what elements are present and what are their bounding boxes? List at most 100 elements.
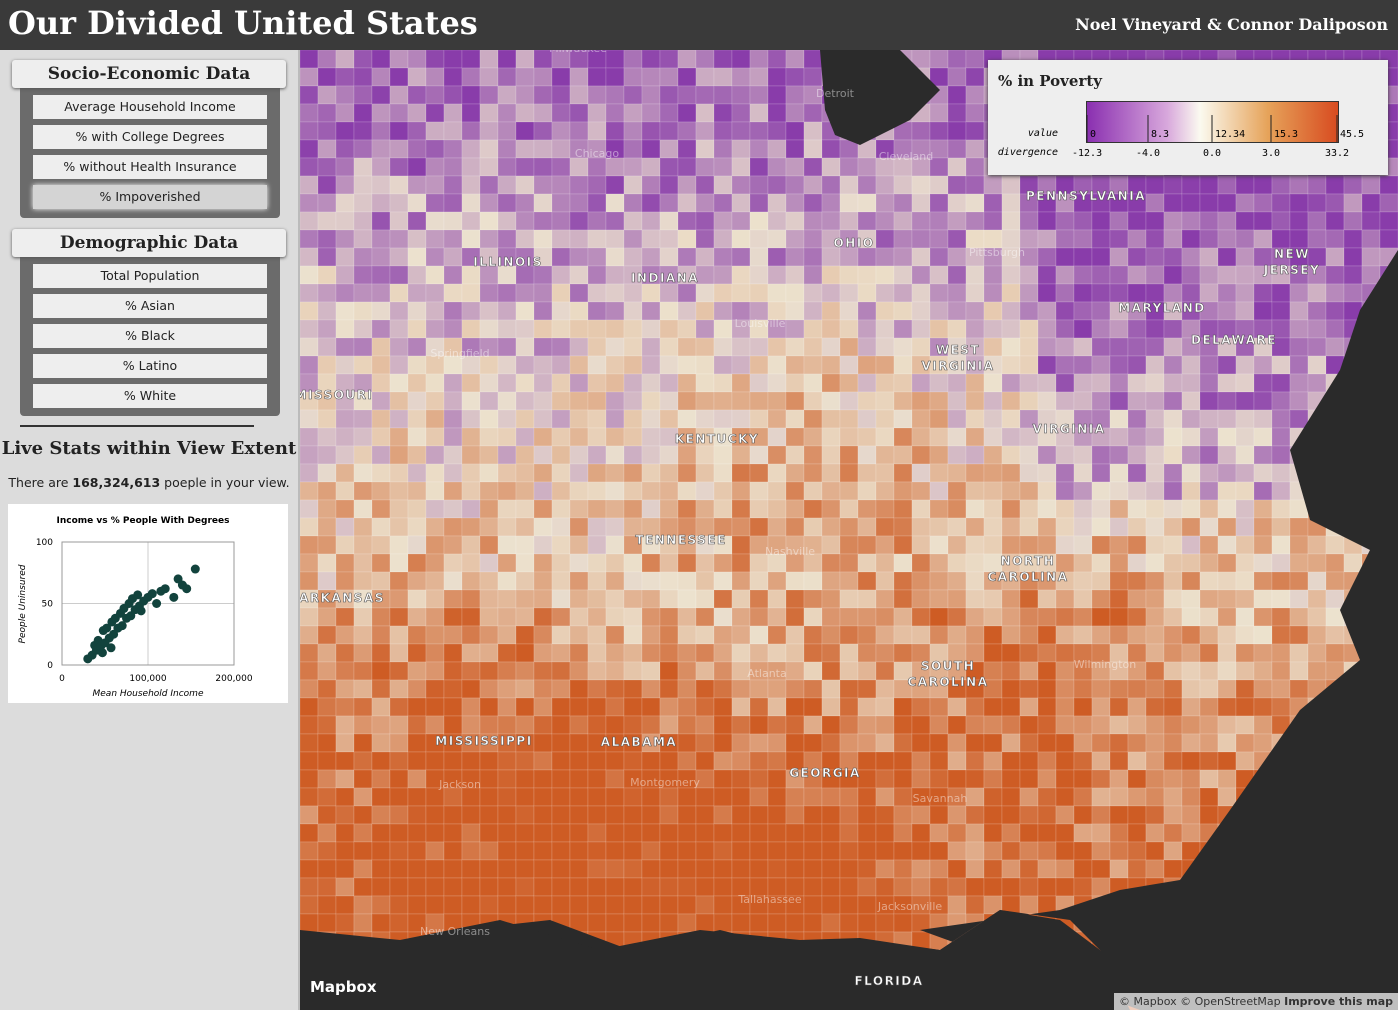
county[interactable] bbox=[533, 787, 553, 807]
county[interactable] bbox=[335, 715, 355, 735]
county[interactable] bbox=[929, 805, 949, 825]
county[interactable] bbox=[1073, 283, 1093, 303]
county[interactable] bbox=[965, 121, 985, 141]
county[interactable] bbox=[587, 589, 607, 609]
county[interactable] bbox=[1235, 211, 1255, 231]
county[interactable] bbox=[731, 283, 751, 303]
county[interactable] bbox=[515, 211, 535, 231]
county[interactable] bbox=[461, 805, 481, 825]
county[interactable] bbox=[947, 805, 967, 825]
county[interactable] bbox=[785, 193, 805, 213]
county[interactable] bbox=[1001, 427, 1021, 447]
county[interactable] bbox=[497, 499, 517, 519]
county[interactable] bbox=[569, 697, 589, 717]
county[interactable] bbox=[1253, 373, 1273, 393]
county[interactable] bbox=[461, 409, 481, 429]
county[interactable] bbox=[641, 211, 661, 231]
county[interactable] bbox=[749, 643, 769, 663]
county[interactable] bbox=[443, 319, 463, 339]
county[interactable] bbox=[1253, 211, 1273, 231]
county[interactable] bbox=[569, 859, 589, 879]
county[interactable] bbox=[839, 625, 859, 645]
county[interactable] bbox=[911, 301, 931, 321]
county[interactable] bbox=[1145, 769, 1165, 789]
county[interactable] bbox=[785, 481, 805, 501]
county[interactable] bbox=[983, 337, 1003, 357]
county[interactable] bbox=[749, 679, 769, 699]
county[interactable] bbox=[947, 211, 967, 231]
county[interactable] bbox=[497, 85, 517, 105]
county[interactable] bbox=[1145, 391, 1165, 411]
county[interactable] bbox=[587, 409, 607, 429]
county[interactable] bbox=[677, 661, 697, 681]
county[interactable] bbox=[803, 661, 823, 681]
county[interactable] bbox=[893, 175, 913, 195]
county[interactable] bbox=[389, 121, 409, 141]
county[interactable] bbox=[1091, 247, 1111, 267]
county[interactable] bbox=[1217, 391, 1237, 411]
county[interactable] bbox=[389, 571, 409, 591]
county[interactable] bbox=[479, 445, 499, 465]
county[interactable] bbox=[1073, 823, 1093, 843]
county[interactable] bbox=[1307, 661, 1327, 681]
county[interactable] bbox=[605, 319, 625, 339]
county[interactable] bbox=[587, 769, 607, 789]
county[interactable] bbox=[731, 733, 751, 753]
county[interactable] bbox=[839, 409, 859, 429]
county[interactable] bbox=[911, 229, 931, 249]
county[interactable] bbox=[300, 715, 319, 735]
county[interactable] bbox=[695, 85, 715, 105]
county[interactable] bbox=[1055, 211, 1075, 231]
county[interactable] bbox=[461, 139, 481, 159]
county[interactable] bbox=[1037, 391, 1057, 411]
county[interactable] bbox=[1271, 607, 1291, 627]
county[interactable] bbox=[1109, 823, 1129, 843]
county[interactable] bbox=[1163, 175, 1183, 195]
county[interactable] bbox=[749, 913, 769, 933]
county[interactable] bbox=[407, 787, 427, 807]
county[interactable] bbox=[947, 283, 967, 303]
county[interactable] bbox=[551, 85, 571, 105]
county[interactable] bbox=[605, 679, 625, 699]
county[interactable] bbox=[353, 481, 373, 501]
county[interactable] bbox=[300, 751, 319, 771]
county[interactable] bbox=[587, 103, 607, 123]
county[interactable] bbox=[1235, 409, 1255, 429]
county[interactable] bbox=[767, 859, 787, 879]
county[interactable] bbox=[803, 805, 823, 825]
county[interactable] bbox=[407, 823, 427, 843]
county[interactable] bbox=[1145, 679, 1165, 699]
county[interactable] bbox=[551, 697, 571, 717]
county[interactable] bbox=[677, 391, 697, 411]
county[interactable] bbox=[677, 193, 697, 213]
county[interactable] bbox=[587, 643, 607, 663]
county[interactable] bbox=[695, 751, 715, 771]
county[interactable] bbox=[407, 175, 427, 195]
county[interactable] bbox=[1019, 463, 1039, 483]
county[interactable] bbox=[695, 103, 715, 123]
county[interactable] bbox=[893, 283, 913, 303]
county[interactable] bbox=[1145, 409, 1165, 429]
county[interactable] bbox=[731, 337, 751, 357]
county[interactable] bbox=[965, 877, 985, 897]
county[interactable] bbox=[1271, 211, 1291, 231]
county[interactable] bbox=[407, 427, 427, 447]
county[interactable] bbox=[407, 85, 427, 105]
county[interactable] bbox=[335, 913, 355, 933]
county[interactable] bbox=[317, 139, 337, 159]
county[interactable] bbox=[587, 607, 607, 627]
county[interactable] bbox=[371, 193, 391, 213]
county[interactable] bbox=[803, 715, 823, 735]
county[interactable] bbox=[300, 463, 319, 483]
county[interactable] bbox=[911, 841, 931, 861]
county[interactable] bbox=[300, 283, 319, 303]
county[interactable] bbox=[335, 787, 355, 807]
county[interactable] bbox=[317, 85, 337, 105]
county[interactable] bbox=[443, 391, 463, 411]
county[interactable] bbox=[893, 517, 913, 537]
county[interactable] bbox=[875, 265, 895, 285]
county[interactable] bbox=[551, 319, 571, 339]
county[interactable] bbox=[1307, 589, 1327, 609]
county[interactable] bbox=[623, 751, 643, 771]
county[interactable] bbox=[821, 391, 841, 411]
